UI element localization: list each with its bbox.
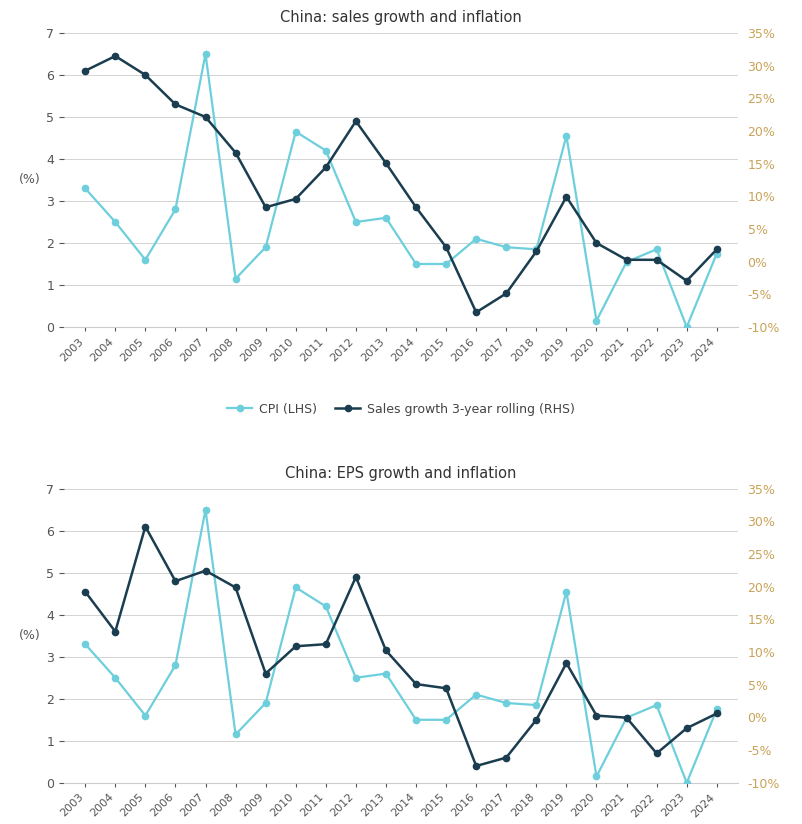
Sales growth 3-year rolling (RHS): [532, 246, 541, 256]
Sales growth 3-year rolling (RHS): [712, 245, 722, 255]
CPI (LHS): [592, 316, 602, 325]
CPI (LHS): [561, 587, 571, 597]
Sales growth 3-year rolling (RHS): [171, 100, 180, 110]
CPI (LHS): [561, 131, 571, 141]
Line: EPS growth 3-year rolling (RHS): EPS growth 3-year rolling (RHS): [82, 523, 720, 769]
EPS growth 3-year rolling (RHS): [712, 709, 722, 719]
CPI (LHS): [261, 698, 270, 708]
EPS growth 3-year rolling (RHS): [80, 587, 90, 597]
CPI (LHS): [712, 249, 722, 259]
CPI (LHS): [592, 771, 602, 781]
Sales growth 3-year rolling (RHS): [140, 70, 150, 80]
Sales growth 3-year rolling (RHS): [111, 51, 120, 61]
CPI (LHS): [622, 257, 631, 267]
Sales growth 3-year rolling (RHS): [411, 203, 421, 213]
CPI (LHS): [351, 217, 361, 227]
CPI (LHS): [441, 715, 451, 725]
CPI (LHS): [261, 242, 270, 252]
Sales growth 3-year rolling (RHS): [351, 116, 361, 126]
CPI (LHS): [441, 259, 451, 269]
Sales growth 3-year rolling (RHS): [622, 255, 631, 265]
CPI (LHS): [200, 505, 210, 515]
CPI (LHS): [351, 673, 361, 683]
CPI (LHS): [381, 213, 391, 222]
Line: CPI (LHS): CPI (LHS): [82, 507, 720, 786]
Sales growth 3-year rolling (RHS): [561, 192, 571, 202]
CPI (LHS): [231, 274, 241, 283]
CPI (LHS): [171, 660, 180, 670]
CPI (LHS): [381, 668, 391, 678]
Sales growth 3-year rolling (RHS): [321, 162, 330, 172]
CPI (LHS): [140, 710, 150, 720]
CPI (LHS): [501, 698, 511, 708]
EPS growth 3-year rolling (RHS): [231, 583, 241, 592]
EPS growth 3-year rolling (RHS): [261, 668, 270, 678]
EPS growth 3-year rolling (RHS): [351, 572, 361, 582]
CPI (LHS): [321, 602, 330, 611]
Sales growth 3-year rolling (RHS): [501, 288, 511, 298]
Title: China: sales growth and inflation: China: sales growth and inflation: [280, 10, 522, 25]
Line: CPI (LHS): CPI (LHS): [82, 51, 720, 330]
Y-axis label: (%): (%): [19, 174, 41, 186]
Sales growth 3-year rolling (RHS): [682, 276, 691, 286]
CPI (LHS): [472, 690, 481, 700]
Legend: CPI (LHS), Sales growth 3-year rolling (RHS): CPI (LHS), Sales growth 3-year rolling (…: [222, 398, 580, 421]
EPS growth 3-year rolling (RHS): [441, 683, 451, 693]
CPI (LHS): [291, 127, 301, 137]
EPS growth 3-year rolling (RHS): [592, 710, 602, 720]
CPI (LHS): [80, 184, 90, 194]
CPI (LHS): [411, 259, 421, 269]
EPS growth 3-year rolling (RHS): [200, 566, 210, 576]
Sales growth 3-year rolling (RHS): [441, 242, 451, 252]
CPI (LHS): [200, 49, 210, 59]
CPI (LHS): [682, 322, 691, 332]
Line: Sales growth 3-year rolling (RHS): Sales growth 3-year rolling (RHS): [82, 53, 720, 316]
CPI (LHS): [171, 204, 180, 214]
EPS growth 3-year rolling (RHS): [140, 522, 150, 531]
Sales growth 3-year rolling (RHS): [291, 194, 301, 204]
Y-axis label: (%): (%): [19, 630, 41, 642]
EPS growth 3-year rolling (RHS): [111, 626, 120, 636]
EPS growth 3-year rolling (RHS): [472, 761, 481, 771]
CPI (LHS): [501, 242, 511, 252]
Sales growth 3-year rolling (RHS): [200, 112, 210, 122]
EPS growth 3-year rolling (RHS): [501, 752, 511, 762]
CPI (LHS): [652, 245, 662, 255]
CPI (LHS): [712, 705, 722, 714]
Sales growth 3-year rolling (RHS): [231, 147, 241, 157]
EPS growth 3-year rolling (RHS): [622, 713, 631, 723]
Sales growth 3-year rolling (RHS): [80, 66, 90, 76]
EPS growth 3-year rolling (RHS): [321, 639, 330, 649]
CPI (LHS): [532, 700, 541, 710]
EPS growth 3-year rolling (RHS): [652, 748, 662, 758]
Sales growth 3-year rolling (RHS): [472, 307, 481, 317]
CPI (LHS): [140, 255, 150, 265]
CPI (LHS): [231, 729, 241, 739]
EPS growth 3-year rolling (RHS): [171, 576, 180, 586]
CPI (LHS): [111, 673, 120, 683]
CPI (LHS): [532, 245, 541, 255]
EPS growth 3-year rolling (RHS): [561, 658, 571, 668]
EPS growth 3-year rolling (RHS): [291, 641, 301, 651]
CPI (LHS): [321, 146, 330, 156]
CPI (LHS): [652, 700, 662, 710]
CPI (LHS): [472, 234, 481, 244]
CPI (LHS): [291, 583, 301, 592]
EPS growth 3-year rolling (RHS): [532, 715, 541, 725]
EPS growth 3-year rolling (RHS): [682, 723, 691, 733]
Title: China: EPS growth and inflation: China: EPS growth and inflation: [286, 466, 516, 480]
Sales growth 3-year rolling (RHS): [261, 203, 270, 213]
Sales growth 3-year rolling (RHS): [381, 158, 391, 168]
EPS growth 3-year rolling (RHS): [411, 679, 421, 689]
CPI (LHS): [411, 715, 421, 725]
CPI (LHS): [622, 713, 631, 723]
CPI (LHS): [682, 778, 691, 788]
EPS growth 3-year rolling (RHS): [381, 645, 391, 655]
CPI (LHS): [80, 639, 90, 649]
Sales growth 3-year rolling (RHS): [652, 255, 662, 265]
Sales growth 3-year rolling (RHS): [592, 238, 602, 248]
CPI (LHS): [111, 217, 120, 227]
